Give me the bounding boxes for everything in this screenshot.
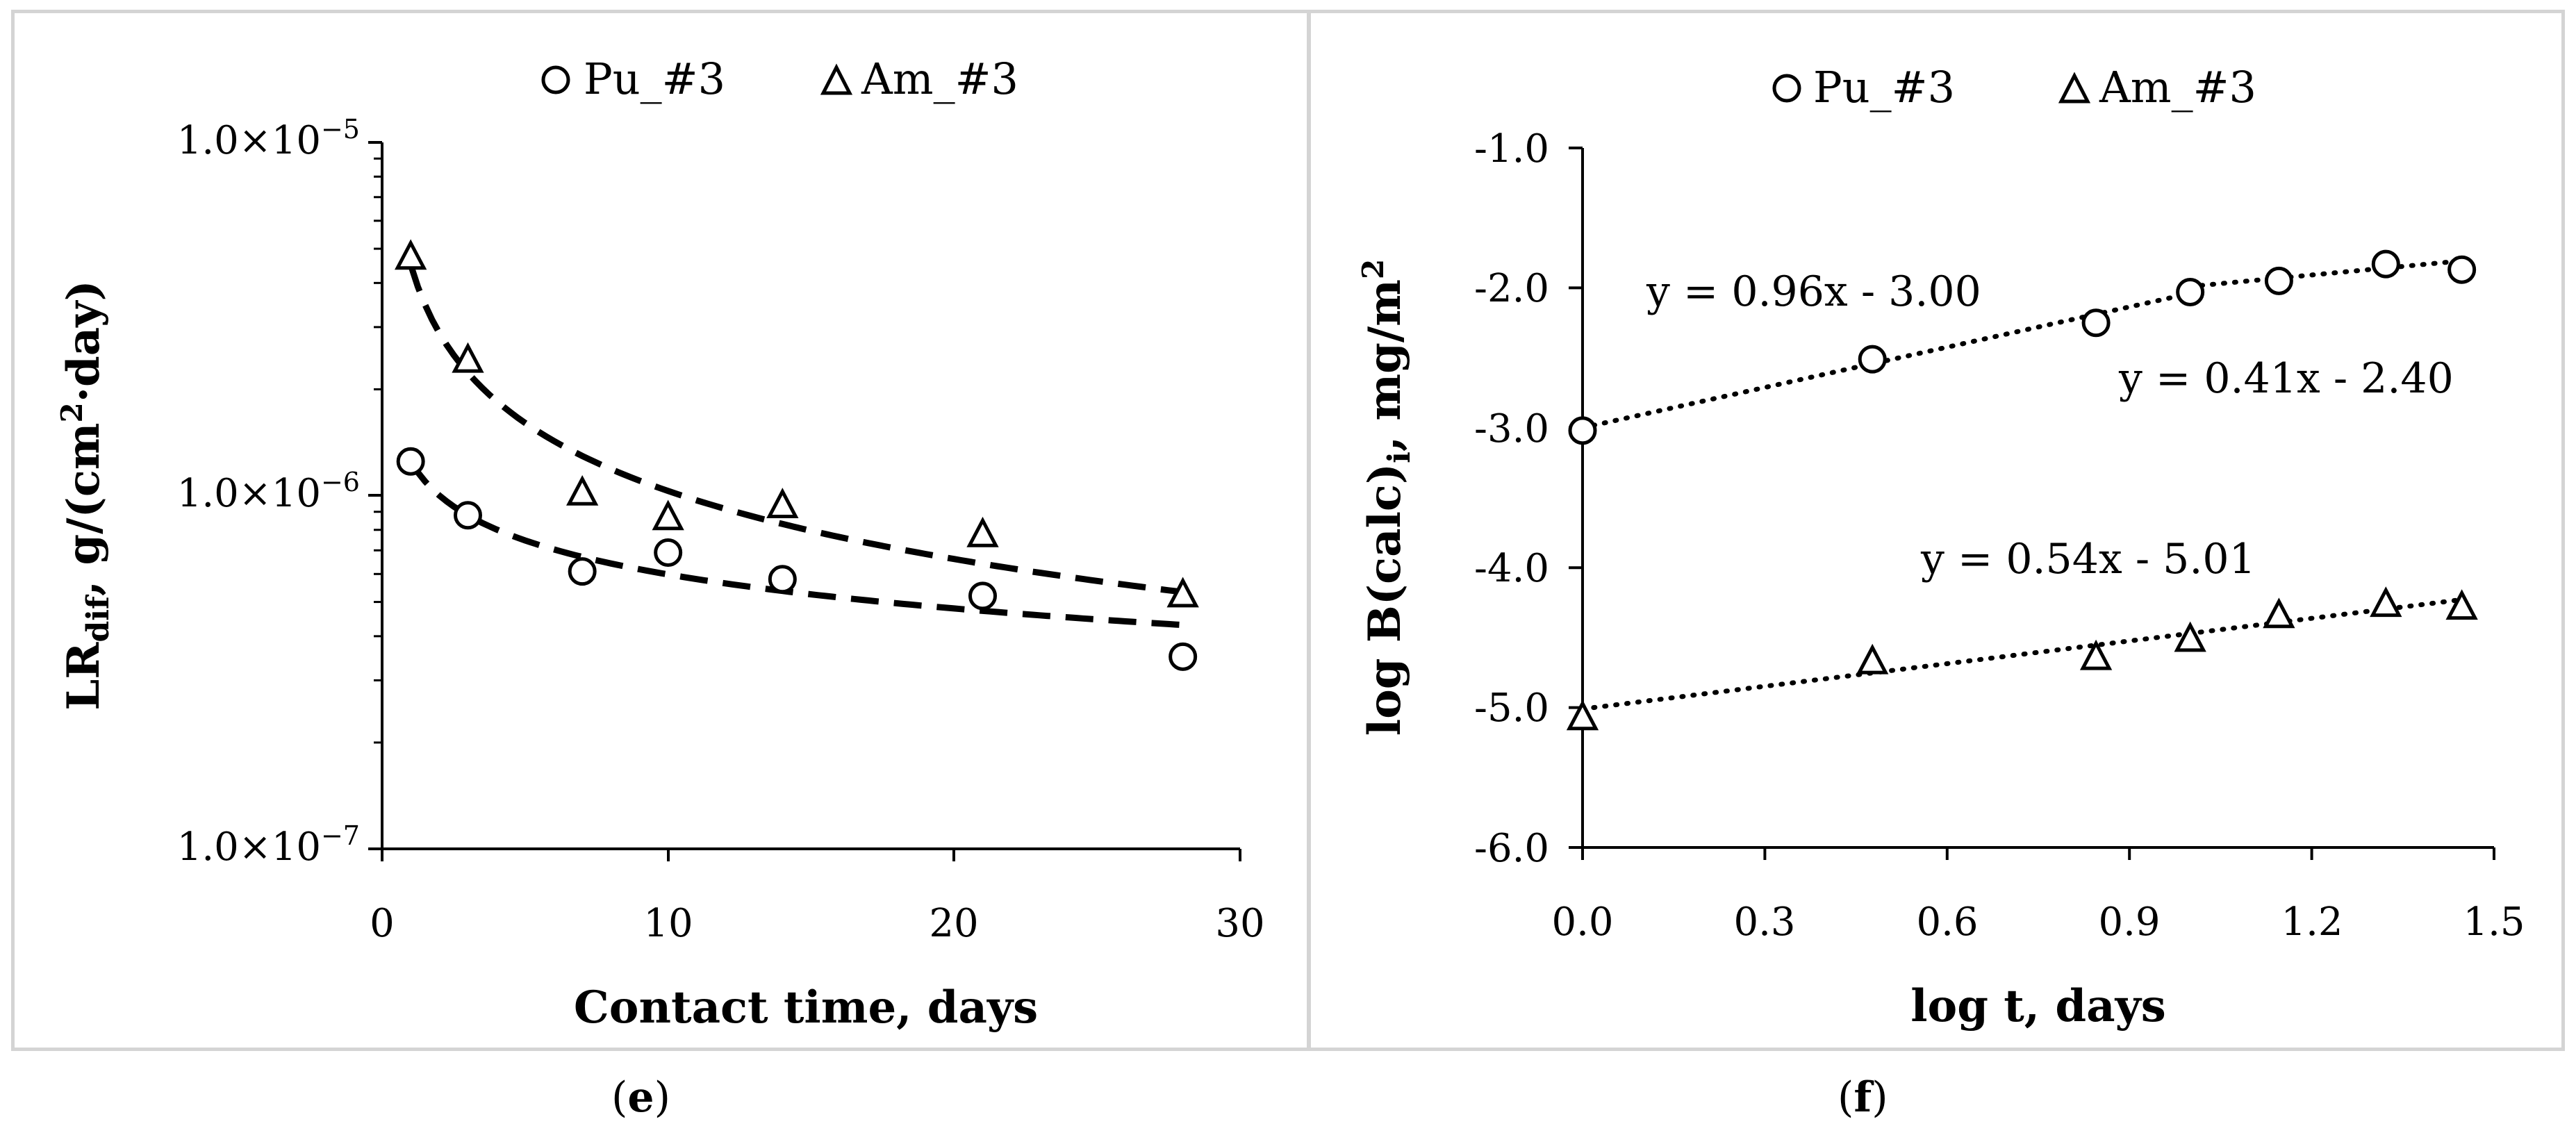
data-points-f bbox=[1566, 249, 2478, 731]
legend-e-pu-label: Pu_#3 bbox=[584, 53, 725, 104]
point-e-am3-1 bbox=[452, 342, 484, 373]
y-axis-title-e: LRdif, g/(cm2·day) bbox=[55, 280, 116, 710]
x-tick-label-f-09: 0.9 bbox=[2098, 900, 2160, 945]
point-f-am3-6 bbox=[2445, 589, 2478, 620]
point-f-pu3-5 bbox=[2371, 249, 2400, 279]
caption-e: (e) bbox=[611, 1073, 671, 1122]
point-e-am3-6 bbox=[1166, 577, 1199, 608]
point-e-am3-5 bbox=[966, 516, 999, 547]
equation-pu-early: y = 0.96x - 3.00 bbox=[1646, 267, 1981, 316]
point-f-pu3-6 bbox=[2447, 255, 2477, 284]
panel-f-frame bbox=[1307, 10, 2565, 1051]
point-f-am3-0 bbox=[1566, 700, 1599, 731]
point-f-am3-3 bbox=[2174, 621, 2206, 652]
equation-pu-late: y = 0.41x - 2.40 bbox=[2118, 354, 2454, 403]
x-tick-label-f-03: 0.3 bbox=[1733, 900, 1795, 945]
point-e-pu3-2 bbox=[568, 557, 597, 586]
y-tick-label-e-1e-6: 1.0×10−6 bbox=[177, 467, 360, 516]
x-tick-label-f-06: 0.6 bbox=[1916, 900, 1978, 945]
y-tick-label-e-1e-7: 1.0×10−7 bbox=[177, 820, 360, 870]
panel-f-chart: Pu_#3 Am_#3 -6.0 -5.0 -4.0 -3.0 -2.0 -1.… bbox=[1356, 62, 2525, 1032]
y-tick-label-f-m5: -5.0 bbox=[1474, 686, 1549, 731]
legend-f-pu-label: Pu_#3 bbox=[1813, 62, 1955, 113]
point-e-am3-4 bbox=[766, 488, 799, 519]
y-tick-label-e-1e-5: 1.0×10−5 bbox=[177, 114, 360, 163]
point-f-pu3-3 bbox=[2176, 277, 2205, 306]
y-minor-ticks-e bbox=[374, 157, 382, 744]
point-e-am3-3 bbox=[652, 499, 684, 531]
y-axis-title-f: log B(calc)i, mg/m2 bbox=[1356, 259, 1417, 736]
trendlines-e bbox=[407, 263, 1184, 629]
point-e-am3-0 bbox=[395, 239, 427, 270]
legend-e: Pu_#3 Am_#3 bbox=[541, 53, 1018, 104]
x-tick-label-e-0: 0 bbox=[370, 901, 395, 946]
point-e-pu3-4 bbox=[768, 565, 797, 594]
legend-e-pu-marker bbox=[541, 65, 570, 94]
y-tick-label-f-m2: -2.0 bbox=[1474, 266, 1549, 311]
trendline-am3 bbox=[407, 263, 1184, 595]
legend-f-am-marker bbox=[2058, 72, 2091, 104]
x-axis-title-e: Contact time, days bbox=[574, 982, 1038, 1034]
point-e-am3-2 bbox=[566, 474, 599, 506]
point-e-pu3-6 bbox=[1169, 642, 1198, 671]
x-tick-label-f-12: 1.2 bbox=[2281, 900, 2343, 945]
legend-e-am-marker bbox=[820, 63, 853, 95]
point-f-am3-1 bbox=[1856, 643, 1889, 675]
point-e-pu3-1 bbox=[454, 501, 482, 530]
caption-f: (f) bbox=[1838, 1073, 1888, 1122]
trendline-pu3 bbox=[408, 459, 1183, 629]
legend-f: Pu_#3 Am_#3 bbox=[1772, 62, 2256, 113]
x-axis-title-f: log t, days bbox=[1910, 980, 2166, 1032]
y-tick-label-f-m1: -1.0 bbox=[1474, 126, 1549, 172]
data-points-e bbox=[395, 239, 1199, 671]
point-e-pu3-5 bbox=[968, 581, 997, 611]
x-tick-label-e-10: 10 bbox=[643, 901, 693, 946]
panel-e-chart: Pu_#3 Am_#3 1.0×10−7 1.0×10−6 1.0×10−5 0… bbox=[55, 53, 1265, 1034]
point-f-pu3-4 bbox=[2264, 266, 2293, 295]
point-f-pu3-0 bbox=[1568, 416, 1597, 445]
point-e-pu3-0 bbox=[396, 447, 425, 476]
point-f-am3-5 bbox=[2370, 586, 2402, 618]
legend-e-am-label: Am_#3 bbox=[861, 53, 1018, 104]
point-f-pu3-1 bbox=[1858, 345, 1887, 374]
y-tick-label-f-m6: -6.0 bbox=[1474, 826, 1549, 871]
equation-am: y = 0.54x - 5.01 bbox=[1920, 535, 2256, 584]
trendline-f-1 bbox=[2188, 258, 2465, 289]
x-tick-label-e-30: 30 bbox=[1215, 901, 1264, 946]
trendline-f-2 bbox=[1580, 597, 2465, 712]
x-tick-label-f-15: 1.5 bbox=[2463, 900, 2525, 945]
y-tick-label-f-m3: -3.0 bbox=[1474, 406, 1549, 452]
legend-f-pu-marker bbox=[1772, 74, 1801, 103]
x-tick-label-f-0: 0.0 bbox=[1551, 900, 1613, 945]
x-tick-label-e-20: 20 bbox=[929, 901, 978, 946]
point-f-am3-2 bbox=[2079, 639, 2113, 670]
trendlines-f bbox=[1580, 258, 2465, 712]
legend-f-am-label: Am_#3 bbox=[2099, 62, 2256, 113]
point-f-pu3-2 bbox=[2081, 308, 2111, 338]
point-e-pu3-3 bbox=[654, 538, 683, 567]
y-tick-label-f-m4: -4.0 bbox=[1474, 546, 1549, 591]
point-f-am3-4 bbox=[2263, 597, 2295, 629]
